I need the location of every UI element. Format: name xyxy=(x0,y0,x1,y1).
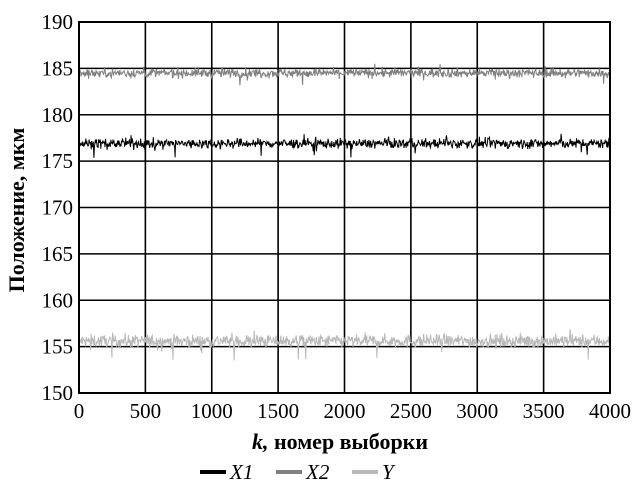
x-tick-label: 4000 xyxy=(589,399,631,423)
series-x1-line xyxy=(78,133,611,158)
x-tick-label: 2000 xyxy=(324,399,366,423)
x-tick-label: 0 xyxy=(74,399,85,423)
y-tick-label: 165 xyxy=(42,242,74,266)
x-axis-label-text: номер выборки xyxy=(268,429,428,454)
x-tick-label: 3500 xyxy=(523,399,565,423)
x-tick-label: 3000 xyxy=(456,399,498,423)
legend-label-x1: X1 xyxy=(229,460,253,484)
x-tick-label: 1000 xyxy=(191,399,233,423)
y-tick-label: 170 xyxy=(42,196,74,220)
y-tick-label: 190 xyxy=(42,10,74,34)
y-tick-label: 175 xyxy=(42,149,74,173)
x-tick-labels: 0 500 1000 1500 2000 2500 3000 3500 4000 xyxy=(74,399,631,423)
y-tick-label: 150 xyxy=(42,381,74,405)
plot-frame xyxy=(78,21,611,394)
y-tick-label: 180 xyxy=(42,103,74,127)
y-tick-label: 155 xyxy=(42,335,74,359)
y-tick-label: 185 xyxy=(42,56,74,80)
series-x2-line xyxy=(78,63,611,86)
x-tick-label: 1500 xyxy=(257,399,299,423)
y-tick-label: 160 xyxy=(42,288,74,312)
legend-label-y: Y xyxy=(382,460,396,484)
plot-area xyxy=(78,63,611,361)
y-axis-label: Положение, мкм xyxy=(4,128,29,293)
grid xyxy=(78,21,611,394)
x-axis-label: k, номер выборки xyxy=(252,429,428,454)
legend: X1 X2 Y xyxy=(200,460,396,484)
x-tick-label: 500 xyxy=(130,399,162,423)
x-tick-label: 2500 xyxy=(390,399,432,423)
legend-label-x2: X2 xyxy=(305,460,330,484)
y-tick-labels: 150 155 160 165 170 175 180 185 190 xyxy=(42,10,74,405)
x-axis-label-variable: k, xyxy=(252,429,269,454)
series-y-line xyxy=(78,329,611,361)
